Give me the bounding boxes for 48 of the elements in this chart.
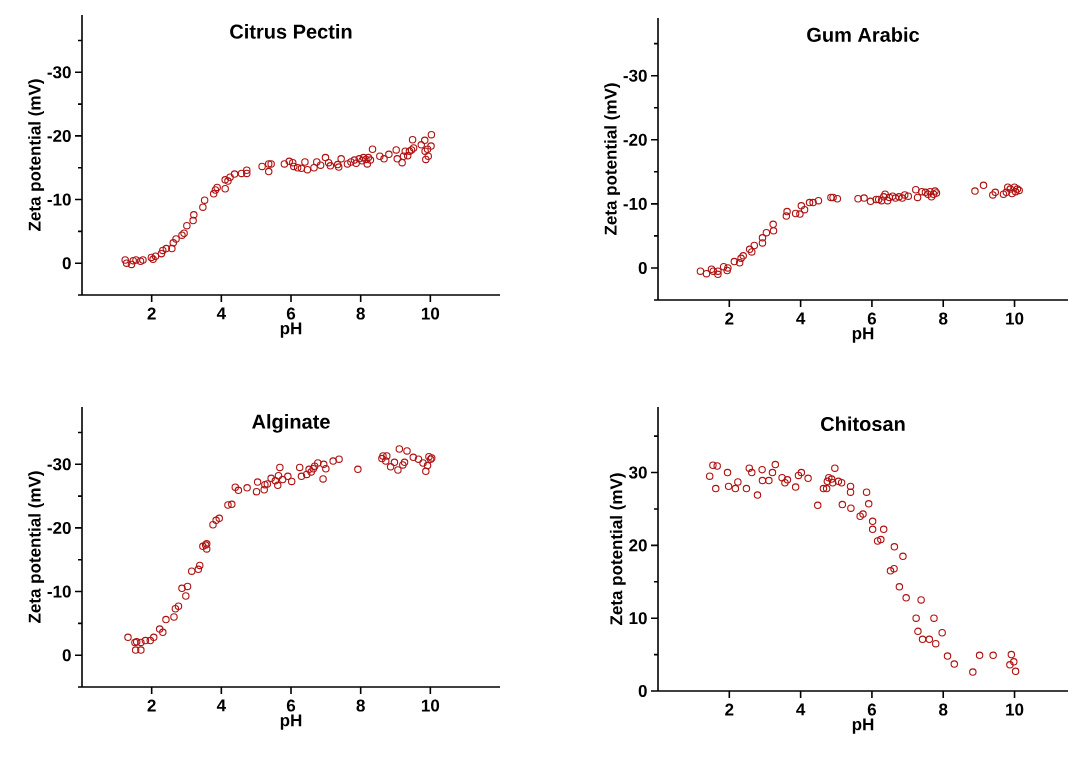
chart-title: Alginate (252, 414, 330, 433)
x-axis-title: pH (852, 327, 874, 343)
y-axis-title: Zeta potential (mV) (604, 83, 621, 235)
y-axis-title: Zeta potential (mV) (28, 471, 45, 624)
x-axis-title: pH (280, 714, 302, 730)
y-tick-label: -30 (47, 458, 71, 471)
x-tick-label: 4 (216, 307, 226, 320)
y-tick-label: -20 (623, 133, 647, 146)
x-tick-label: 2 (147, 307, 156, 320)
x-axis-title: pH (280, 322, 302, 338)
x-axis-title: pH (852, 718, 874, 734)
x-tick-label: 6 (867, 703, 877, 716)
y-tick-label: 10 (629, 612, 647, 625)
x-tick-label: 6 (867, 312, 877, 325)
x-tick-label: 10 (421, 699, 440, 712)
x-tick-label: 4 (216, 699, 226, 712)
y-tick-label: -10 (47, 585, 71, 598)
x-tick-label: 10 (1006, 703, 1024, 716)
y-tick-label: -30 (47, 66, 71, 79)
y-tick-label: 30 (628, 466, 647, 479)
y-tick-label: -10 (623, 197, 647, 210)
x-tick-label: 2 (147, 699, 156, 712)
y-tick-label: 0 (638, 261, 647, 274)
x-tick-label: 8 (939, 312, 948, 325)
x-tick-label: 8 (356, 307, 365, 320)
y-tick-label: 20 (629, 539, 647, 552)
y-tick-label: -30 (623, 69, 647, 82)
x-tick-label: 8 (939, 703, 948, 716)
y-tick-label: -10 (47, 193, 71, 206)
chart-title: Gum Arabic (807, 27, 920, 42)
y-tick-label: -20 (47, 129, 71, 142)
y-axis-title: Zeta potential (mV) (609, 473, 626, 625)
x-tick-label: 2 (725, 312, 734, 325)
chart-title: Citrus Pectin (230, 24, 352, 39)
x-tick-label: 10 (421, 307, 440, 320)
y-tick-label: 0 (62, 649, 71, 662)
x-tick-label: 4 (796, 312, 806, 325)
y-axis-title: Zeta potential (mV) (28, 79, 45, 231)
y-tick-label: 0 (62, 257, 71, 270)
x-tick-label: 8 (356, 699, 365, 712)
x-tick-label: 6 (286, 307, 296, 320)
chart-title: Chitosan (821, 416, 905, 432)
x-tick-label: 4 (796, 703, 806, 716)
y-tick-label: -20 (47, 521, 71, 534)
x-tick-label: 6 (286, 699, 296, 712)
x-tick-label: 2 (725, 703, 734, 716)
y-tick-label: 0 (638, 684, 647, 698)
x-tick-label: 10 (1006, 312, 1024, 325)
